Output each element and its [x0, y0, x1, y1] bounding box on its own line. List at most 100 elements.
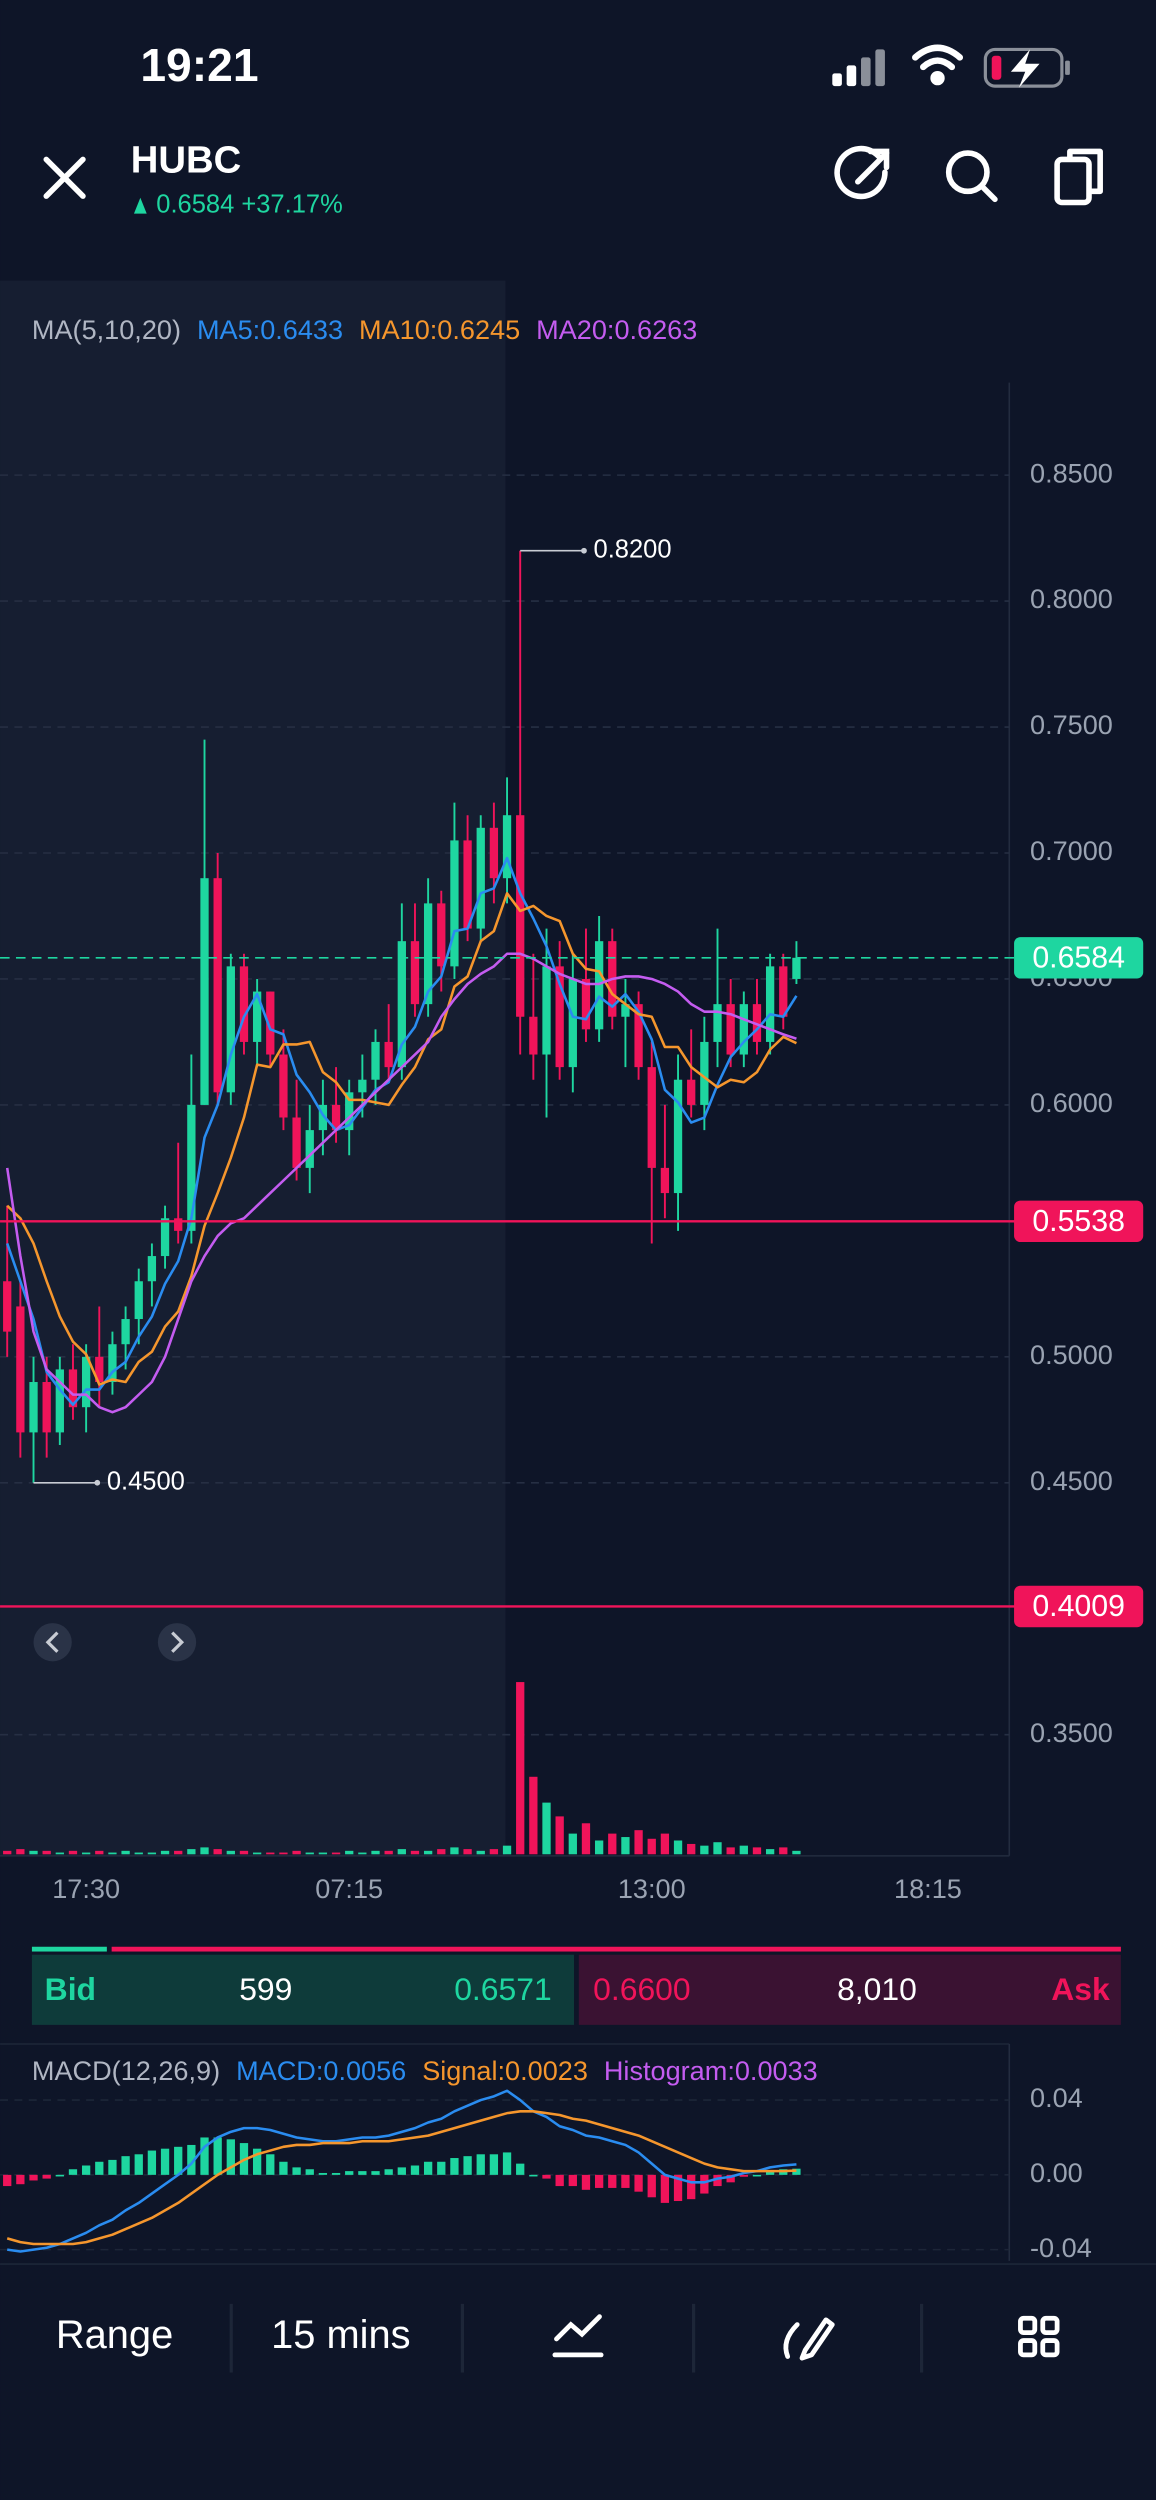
- quote: 0.6584 +37.17%: [156, 190, 342, 218]
- more-button[interactable]: [1018, 2315, 1060, 2358]
- histogram-bar: [726, 2174, 735, 2183]
- candle-body: [739, 1004, 748, 1055]
- extreme-dot: [581, 547, 587, 554]
- candle-body: [765, 966, 775, 1042]
- histogram-bar: [608, 2174, 617, 2188]
- legend-entry: MA20:0.6263: [536, 314, 697, 345]
- histogram-bar: [331, 2172, 341, 2175]
- candle-body: [568, 978, 577, 1068]
- volume-bar: [200, 1847, 209, 1855]
- histogram-bar: [42, 2174, 51, 2179]
- histogram-bar: [621, 2174, 630, 2188]
- candle-body: [555, 966, 564, 1068]
- range-button[interactable]: Range: [56, 2313, 173, 2357]
- candle-body: [476, 827, 485, 929]
- histogram-bar: [345, 2171, 354, 2175]
- volume-bar: [213, 1849, 222, 1855]
- volume-bar: [187, 1849, 196, 1855]
- scroll-left[interactable]: [33, 1623, 72, 1662]
- candle-body: [660, 1167, 670, 1194]
- bid-price: 0.6571: [454, 1971, 552, 2007]
- histogram-bar: [529, 2174, 538, 2177]
- macd-line: [6, 2110, 797, 2246]
- volume-bar: [68, 1850, 78, 1855]
- macd-chart: 0.04 0.00 -0.04: [0, 2082, 1092, 2263]
- histogram-bar: [673, 2174, 683, 2202]
- histogram-bar: [174, 2146, 183, 2175]
- ask-price: 0.6600: [593, 1971, 691, 2007]
- histogram-bar: [160, 2148, 170, 2175]
- candle-body: [121, 1319, 130, 1345]
- volume-bar: [634, 1830, 643, 1855]
- histogram-bar: [121, 2156, 130, 2175]
- interval-button[interactable]: 15 mins: [271, 2313, 411, 2357]
- candle-body: [108, 1344, 117, 1383]
- signal-icon: [832, 49, 885, 87]
- candle-body: [542, 966, 551, 1055]
- y-tick-label: 0.5000: [1030, 1339, 1113, 1370]
- histogram-bar: [252, 2148, 262, 2175]
- volume-bar: [608, 1833, 617, 1855]
- candle-body: [3, 1281, 12, 1332]
- histogram-bar: [463, 2156, 472, 2175]
- draw-button[interactable]: [783, 2317, 835, 2361]
- volume-bar: [779, 1847, 788, 1855]
- volume-bar: [726, 1847, 735, 1855]
- volume-bar: [266, 1852, 275, 1855]
- candle-body: [516, 815, 525, 1017]
- candle-body: [81, 1356, 91, 1408]
- candle-body: [371, 1041, 380, 1080]
- extreme-dot: [94, 1479, 101, 1486]
- volume-bar: [555, 1816, 564, 1855]
- candle-body: [489, 827, 499, 879]
- session-shade: [0, 280, 506, 1856]
- candle-body: [331, 1104, 341, 1131]
- candle-body: [450, 840, 459, 967]
- volume-bar: [568, 1833, 577, 1855]
- y-tick-label: 0.04: [1030, 2082, 1083, 2113]
- ma-line: [5, 952, 797, 1414]
- candle-body: [502, 815, 512, 879]
- ma-line: [6, 892, 797, 1386]
- price-badge-label: 0.4009: [1032, 1590, 1125, 1623]
- candle-body: [410, 941, 420, 1005]
- candle-body: [42, 1382, 51, 1433]
- legend-entry: MA5:0.6433: [197, 314, 343, 345]
- bid-size: 599: [239, 1971, 292, 2007]
- histogram-bar: [292, 2167, 301, 2175]
- histogram-bar: [594, 2174, 604, 2188]
- scroll-right[interactable]: [157, 1623, 197, 1662]
- y-tick-label: 0.00: [1030, 2157, 1083, 2188]
- histogram-bar: [397, 2167, 406, 2175]
- indicator-label: MACD(12,26,9): [32, 2055, 220, 2086]
- histogram-bar: [542, 2174, 551, 2179]
- histogram-bar: [305, 2169, 314, 2175]
- volume-bar: [147, 1852, 157, 1855]
- candle-body: [266, 991, 275, 1055]
- price-badge: [1014, 1200, 1144, 1243]
- volume-bar: [739, 1845, 748, 1855]
- y-tick-label: 0.7500: [1030, 709, 1113, 740]
- share-button[interactable]: [834, 145, 890, 200]
- candle-body: [529, 1016, 538, 1055]
- volume-bar: [687, 1843, 696, 1855]
- copy-button[interactable]: [1054, 148, 1103, 206]
- volume-bar: [226, 1850, 235, 1855]
- indicator-button[interactable]: [552, 2314, 604, 2358]
- volume-bar: [410, 1850, 420, 1855]
- candle-body: [358, 1079, 367, 1093]
- volume-bar: [81, 1852, 91, 1855]
- volume-bar: [437, 1849, 446, 1855]
- volume-bar: [239, 1850, 249, 1855]
- close-button[interactable]: [43, 156, 86, 199]
- histogram-bar: [226, 2139, 235, 2175]
- x-tick-label: 07:15: [315, 1873, 383, 1904]
- volume-bar: [55, 1852, 64, 1855]
- search-button[interactable]: [945, 150, 998, 203]
- volume-bar: [489, 1849, 499, 1855]
- volume-bar: [647, 1838, 656, 1855]
- candle-body: [239, 966, 249, 1042]
- y-tick-label: 0.4500: [1030, 1465, 1113, 1496]
- candle-body: [384, 1041, 393, 1068]
- candle-body: [673, 1079, 683, 1194]
